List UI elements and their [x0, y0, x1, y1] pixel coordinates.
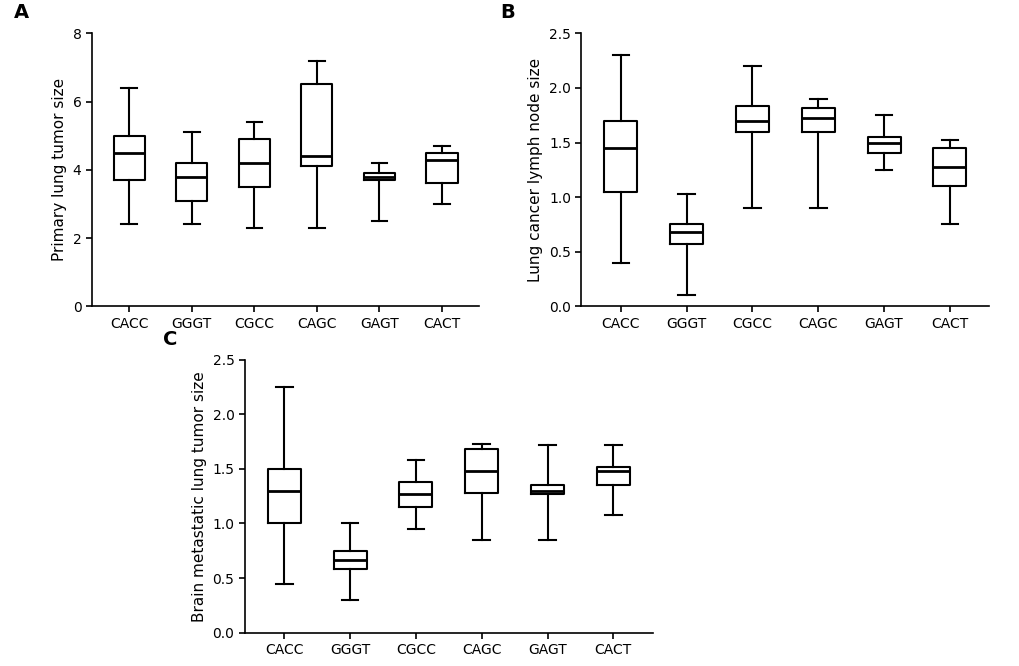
Text: A: A — [14, 3, 30, 23]
Text: C: C — [163, 330, 177, 349]
Y-axis label: Primary lung tumor size: Primary lung tumor size — [52, 79, 67, 261]
Y-axis label: Lung cancer lymph node size: Lung cancer lymph node size — [528, 58, 543, 282]
Text: B: B — [499, 3, 514, 23]
Y-axis label: Brain metastatic lung tumor size: Brain metastatic lung tumor size — [192, 371, 207, 621]
